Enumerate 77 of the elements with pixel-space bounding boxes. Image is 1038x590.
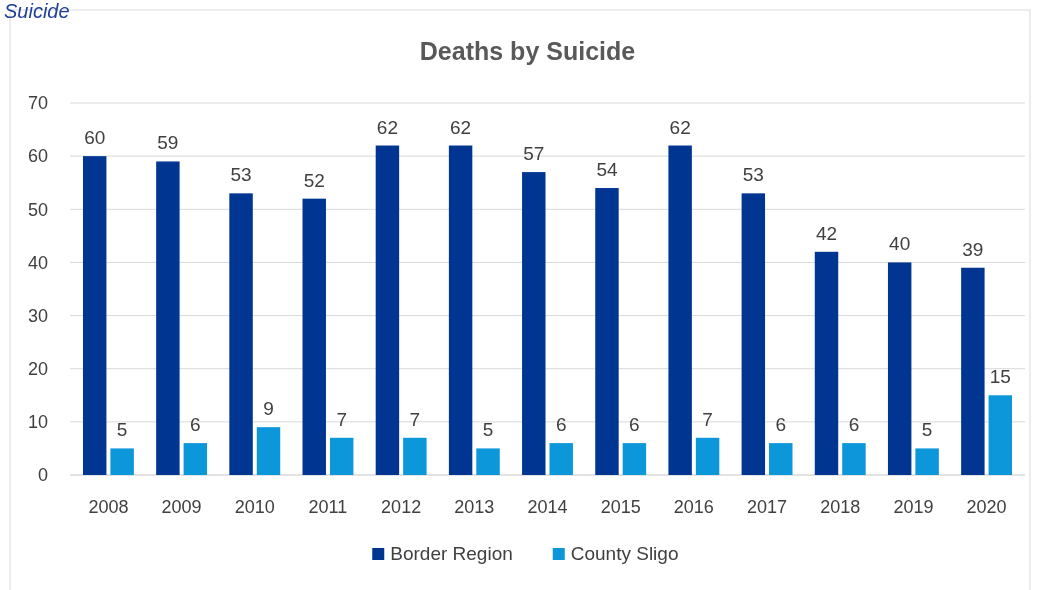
data-label: 5 <box>921 419 933 441</box>
data-label: 53 <box>742 164 764 186</box>
data-label: 62 <box>450 116 472 138</box>
x-tick-label: 2008 <box>88 497 129 517</box>
data-label: 7 <box>409 408 421 430</box>
bar <box>814 251 839 475</box>
bar <box>549 443 573 475</box>
bar <box>961 267 985 475</box>
data-label: 6 <box>848 414 860 436</box>
data-label: 57 <box>523 143 545 165</box>
bar <box>476 448 500 475</box>
y-tick-label: 70 <box>27 93 48 114</box>
x-tick-label: 2015 <box>600 497 641 517</box>
y-tick-label: 20 <box>27 359 48 380</box>
data-label: 6 <box>190 414 201 436</box>
y-tick-label: 60 <box>27 146 48 167</box>
y-tick-label: 0 <box>37 465 48 486</box>
x-tick-label: 2017 <box>747 497 788 517</box>
y-tick-label: 40 <box>27 252 48 273</box>
bar <box>668 145 692 475</box>
x-tick-label: 2020 <box>966 497 1007 517</box>
data-label: 15 <box>989 366 1011 388</box>
bar <box>329 437 354 475</box>
bar <box>82 156 107 475</box>
bar <box>183 443 208 475</box>
data-label: 7 <box>702 408 713 430</box>
bar <box>156 161 180 475</box>
legend-label: County Sligo <box>570 543 679 564</box>
data-label: 59 <box>157 132 179 154</box>
data-label: 54 <box>596 159 618 181</box>
data-label: 62 <box>669 116 691 138</box>
x-tick-label: 2018 <box>820 497 861 517</box>
data-label: 39 <box>962 238 984 260</box>
bar <box>302 198 326 475</box>
x-tick-label: 2013 <box>454 497 495 517</box>
data-label: 42 <box>815 222 838 244</box>
bar <box>988 395 1013 475</box>
data-label: 6 <box>775 414 787 436</box>
bar <box>595 188 619 475</box>
bar <box>375 145 400 475</box>
bar <box>229 193 253 475</box>
bar <box>695 437 720 475</box>
bar <box>741 193 766 475</box>
data-label: 60 <box>84 127 106 149</box>
data-label: 62 <box>376 116 398 138</box>
x-tick-label: 2009 <box>161 497 202 517</box>
bar <box>915 448 939 475</box>
x-tick-label: 2014 <box>527 497 568 517</box>
bar <box>622 443 647 475</box>
bar <box>448 145 473 475</box>
bar <box>403 437 427 475</box>
bar <box>842 443 866 475</box>
x-tick-label: 2019 <box>893 497 934 517</box>
data-label: 5 <box>482 419 494 441</box>
x-tick-label: 2012 <box>381 497 422 517</box>
legend-label: Border Region <box>390 543 513 564</box>
data-label: 7 <box>336 408 347 430</box>
x-tick-label: 2016 <box>673 497 714 517</box>
x-tick-label: 2011 <box>308 497 348 517</box>
data-label: 6 <box>629 414 640 436</box>
data-label: 5 <box>116 419 128 441</box>
bar <box>522 172 546 475</box>
bar <box>256 427 281 475</box>
bar <box>110 448 134 475</box>
data-label: 40 <box>889 233 911 255</box>
data-label: 6 <box>555 414 567 436</box>
bar <box>887 262 912 475</box>
data-label: 52 <box>303 169 325 191</box>
y-tick-label: 10 <box>27 412 48 433</box>
x-tick-label: 2010 <box>234 497 275 517</box>
chart-title: Deaths by Suicide <box>419 37 636 65</box>
data-label: 53 <box>230 164 252 186</box>
bar <box>769 443 793 475</box>
text: Suicide <box>4 0 70 22</box>
data-label: 9 <box>263 398 274 420</box>
y-tick-label: 50 <box>27 199 48 220</box>
y-tick-label: 30 <box>27 305 48 326</box>
